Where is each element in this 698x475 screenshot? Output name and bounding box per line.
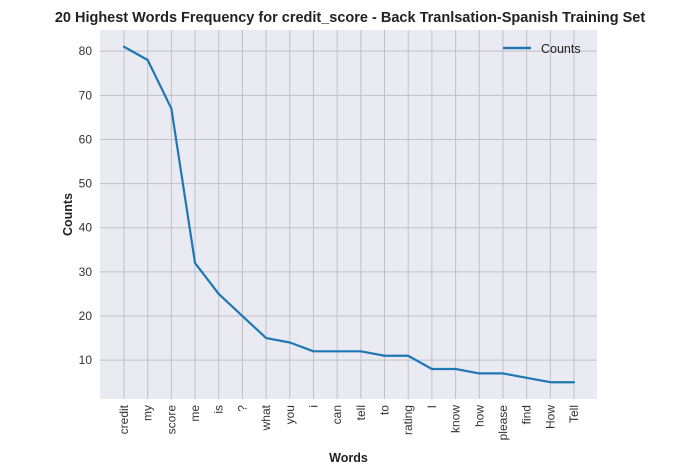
x-axis-ticks: credit my score me is? what you i can tell to ratin… <box>117 404 581 440</box>
x-tick-label: how <box>472 405 486 427</box>
x-tick-label: How <box>543 405 557 429</box>
y-tick-label: 40 <box>79 221 93 235</box>
chart-title: 20 Highest Words Frequency for credit_sc… <box>55 10 646 26</box>
y-tick-label: 60 <box>79 132 93 146</box>
x-tick-label: tell <box>354 405 368 420</box>
y-tick-label: 70 <box>79 88 93 102</box>
x-tick-label: know <box>449 405 463 433</box>
y-axis-label: Counts <box>61 193 75 236</box>
x-tick-label: find <box>520 405 534 424</box>
x-tick-label: I <box>425 405 439 408</box>
x-tick-label: what <box>259 404 273 431</box>
x-tick-label: please <box>496 405 510 441</box>
x-tick-label: you <box>283 405 297 424</box>
plot-area <box>100 30 597 399</box>
y-tick-label: 50 <box>79 177 93 191</box>
x-tick-label: is <box>212 405 226 414</box>
x-tick-label: credit <box>117 404 131 434</box>
x-tick-label: Tell <box>567 405 581 423</box>
x-tick-label: i <box>306 405 320 408</box>
legend-label-counts: Counts <box>541 42 581 56</box>
legend: Counts <box>503 42 581 56</box>
x-tick-label: rating <box>401 405 415 435</box>
x-tick-label: score <box>164 405 178 435</box>
y-tick-label: 10 <box>79 353 93 367</box>
x-tick-label: me <box>188 405 202 422</box>
y-tick-label: 80 <box>79 44 93 58</box>
x-tick-label: can <box>330 405 344 424</box>
y-tick-label: 30 <box>79 265 93 279</box>
series-layer <box>122 45 576 384</box>
x-tick-label: to <box>378 405 392 415</box>
x-axis-label: Words <box>329 451 368 465</box>
series-line-counts <box>122 45 576 384</box>
y-axis-ticks: 10 20 30 40 50 60 70 80 <box>79 44 93 367</box>
x-tick-label: ? <box>235 405 249 412</box>
grid-lines <box>100 30 597 399</box>
y-tick-label: 20 <box>79 309 93 323</box>
x-tick-label: my <box>141 405 155 421</box>
